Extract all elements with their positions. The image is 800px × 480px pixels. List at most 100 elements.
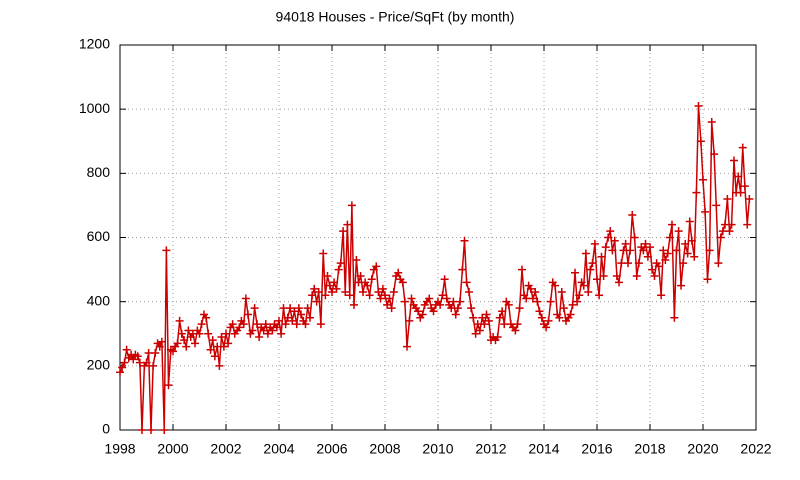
data-point — [301, 320, 310, 329]
data-point — [175, 316, 184, 325]
data-point — [526, 284, 535, 293]
data-point — [546, 297, 555, 306]
data-point — [394, 268, 403, 277]
data-point — [674, 227, 683, 236]
data-point — [677, 281, 686, 290]
data-point — [323, 272, 332, 280]
data-point — [381, 291, 389, 300]
data-point — [202, 313, 211, 322]
x-tick-label: 2004 — [263, 441, 294, 457]
data-point — [601, 243, 610, 252]
data-point — [584, 288, 593, 297]
data-point — [498, 307, 507, 316]
data-line — [119, 105, 751, 431]
data-point — [595, 291, 604, 300]
data-point — [551, 281, 560, 290]
data-point — [659, 246, 668, 255]
data-point — [630, 233, 639, 242]
data-point — [217, 332, 226, 341]
data-point — [281, 320, 290, 329]
data-point — [164, 381, 173, 390]
data-point — [535, 307, 544, 316]
data-point — [316, 320, 325, 329]
data-point — [634, 259, 643, 268]
y-tick-label: 1200 — [79, 36, 110, 52]
data-point — [398, 278, 407, 287]
data-point — [336, 259, 345, 268]
y-tick-label: 200 — [87, 357, 111, 373]
data-point — [210, 352, 219, 361]
data-point — [586, 265, 595, 274]
data-point — [347, 201, 356, 210]
data-point — [588, 259, 597, 268]
data-point — [692, 188, 701, 197]
data-point — [151, 349, 160, 357]
x-tick-label: 2002 — [210, 441, 241, 457]
data-point — [614, 278, 623, 287]
data-point — [557, 288, 566, 297]
data-point — [376, 294, 385, 303]
data-point — [365, 291, 374, 300]
data-point — [235, 323, 244, 332]
data-point — [195, 329, 204, 338]
data-point — [157, 337, 166, 346]
data-point — [387, 304, 396, 313]
data-point — [303, 304, 312, 313]
data-point — [531, 288, 540, 297]
data-point — [206, 345, 215, 354]
data-point — [312, 297, 321, 306]
data-point — [215, 361, 224, 370]
data-point — [612, 272, 621, 280]
data-point — [405, 316, 414, 325]
data-point — [374, 288, 383, 297]
data-point — [646, 243, 654, 252]
data-point — [641, 239, 650, 248]
data-point — [650, 272, 659, 280]
data-point — [628, 211, 637, 220]
data-point — [648, 265, 657, 274]
data-point — [277, 329, 286, 338]
x-tick-label: 2016 — [581, 441, 612, 457]
plot-frame — [119, 44, 757, 431]
data-point — [319, 249, 328, 258]
data-point — [296, 310, 305, 319]
data-point — [679, 259, 688, 268]
data-point — [241, 294, 250, 303]
data-point — [288, 316, 297, 325]
data-point — [263, 329, 272, 338]
data-point — [321, 291, 330, 300]
data-point — [363, 281, 372, 290]
data-point — [137, 426, 146, 434]
data-point — [665, 233, 674, 242]
data-point — [378, 284, 387, 293]
data-point — [672, 246, 681, 255]
data-point — [743, 220, 752, 229]
data-point — [160, 426, 169, 434]
data-point — [599, 272, 608, 280]
data-point — [699, 175, 707, 184]
y-tick-label: 1000 — [79, 100, 110, 116]
data-point — [204, 329, 213, 338]
data-point — [177, 329, 186, 338]
data-point — [436, 300, 445, 309]
data-point — [712, 201, 721, 210]
data-point — [469, 313, 478, 322]
data-point — [261, 320, 270, 329]
data-point — [389, 288, 398, 297]
data-point — [383, 300, 392, 309]
data-point — [632, 272, 641, 280]
data-point — [173, 339, 182, 348]
data-point — [228, 320, 237, 329]
data-point — [451, 310, 460, 319]
data-point — [654, 262, 663, 271]
data-point — [690, 252, 699, 261]
data-point — [542, 323, 551, 332]
data-point — [593, 275, 601, 284]
data-point — [528, 294, 537, 303]
data-point — [283, 313, 292, 322]
data-point — [710, 150, 719, 159]
data-point — [414, 307, 423, 316]
data-point — [555, 313, 564, 322]
data-point — [129, 355, 138, 364]
data-point — [657, 291, 666, 300]
